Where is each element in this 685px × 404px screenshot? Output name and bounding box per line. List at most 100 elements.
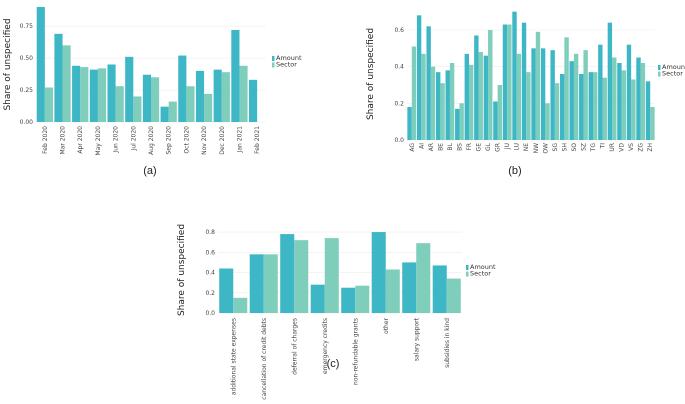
bar-sector-c (385, 269, 400, 313)
x-tick-label-b: VD (619, 143, 626, 152)
y-tick-label-c: 0.4 (205, 270, 215, 277)
legend-swatch-sector-b (658, 71, 661, 77)
bar-sector-b (583, 50, 588, 140)
x-tick-label-b: GE (476, 143, 483, 152)
bar-sector-b (593, 72, 598, 140)
bar-amount-b (550, 50, 555, 140)
legend-swatch-amount-c (466, 265, 469, 270)
bar-amount-c (432, 265, 447, 313)
y-tick-label-b: 0.0 (394, 137, 404, 144)
x-tick-label-c: emergency credits (322, 318, 329, 374)
x-tick-label-b: AG (409, 143, 416, 152)
y-tick-label-a: 0.75 (20, 23, 34, 30)
x-tick-label-b: TI (600, 143, 607, 150)
bar-sector-b (535, 31, 541, 140)
bar-sector-a (204, 93, 213, 122)
x-tick-label-a: Apr 2020 (77, 126, 84, 154)
bar-sector-a (62, 45, 71, 123)
panel-caption-b: (b) (508, 165, 521, 177)
bar-amount-c (402, 262, 417, 313)
x-tick-label-b: LU (514, 143, 521, 150)
y-tick-label-b: 0.6 (394, 27, 404, 34)
legend-label-amount-b: Amount (662, 63, 685, 71)
x-tick-label-b: GR (495, 143, 502, 152)
legend-label-sector-a: Sector (276, 61, 297, 69)
bar-sector-b (488, 30, 493, 140)
bar-amount-a (213, 69, 222, 122)
bar-amount-a (249, 79, 258, 122)
bar-sector-c (355, 285, 370, 313)
legend-swatch-sector-a (272, 62, 275, 68)
bar-sector-a (221, 72, 230, 122)
bar-sector-a (133, 96, 142, 122)
legend-swatch-sector-c (466, 271, 469, 277)
x-tick-label-a: Jul 2020 (130, 126, 137, 152)
bar-amount-a (36, 7, 45, 122)
x-tick-label-b: TG (590, 143, 597, 153)
bar-sector-a (186, 86, 195, 122)
x-tick-label-a: May 2020 (95, 126, 102, 156)
legend-label-sector-b: Sector (662, 70, 683, 78)
x-tick-label-b: NE (523, 143, 530, 151)
legend-swatch-amount-b (658, 65, 661, 70)
bar-sector-a (44, 87, 53, 122)
legend-swatch-amount-a (272, 56, 275, 61)
x-tick-label-c: deferral of charges (291, 318, 298, 375)
bar-sector-b (564, 37, 569, 141)
bar-sector-b (430, 66, 436, 140)
panel-c-chart: 0.0 0.2 0.4 0.6 0.8 Share of unspecified addit… (177, 224, 496, 400)
bar-amount-a (231, 30, 240, 122)
panel-b-chart: 0.0 0.2 0.4 0.6 Share of unspecified AG AI AR BE… (366, 11, 685, 177)
bar-sector-b (449, 63, 455, 140)
bar-amount-a (195, 70, 205, 122)
bar-amount-b (579, 74, 584, 140)
x-tick-label-a: Sep 2020 (166, 126, 173, 155)
bar-sector-a (168, 101, 177, 122)
bar-amount-a (142, 74, 151, 122)
bar-sector-a (239, 65, 248, 122)
x-tick-label-b: ZH (647, 143, 654, 152)
x-tick-label-b: SZ (580, 143, 587, 151)
bar-sector-b (545, 103, 550, 140)
x-tick-label-b: GL (485, 142, 492, 151)
y-tick-label-c: 0.8 (205, 229, 215, 236)
bar-amount-b (598, 44, 603, 140)
bar-amount-b (445, 70, 450, 140)
y-axis-label-a: Share of unspecified (3, 18, 13, 110)
bar-sector-b (621, 70, 627, 140)
bar-amount-b (569, 61, 574, 140)
bar-sector-a (97, 68, 107, 122)
x-tick-label-b: SH (561, 143, 568, 151)
bar-amount-b (455, 108, 460, 140)
x-tick-label-b: VS (628, 143, 635, 151)
bar-amount-b (636, 57, 641, 140)
bar-amount-b (540, 48, 546, 141)
bar-amount-a (89, 69, 98, 122)
x-tick-label-c: non-refundable grants (352, 318, 359, 385)
bar-sector-b (516, 53, 522, 141)
x-tick-label-b: BL (447, 142, 454, 150)
x-tick-label-b: BS (456, 143, 463, 151)
bar-amount-b (617, 63, 622, 140)
legend-label-amount-a: Amount (276, 54, 302, 62)
bar-amount-b (483, 55, 489, 140)
bar-sector-b (612, 57, 617, 140)
legend-label-sector-c: Sector (470, 270, 491, 278)
bar-amount-b (407, 107, 412, 140)
x-tick-label-c: subsidies in kind (444, 318, 451, 368)
bar-amount-b (645, 81, 651, 140)
bar-sector-c (233, 297, 248, 313)
bar-amount-c (219, 268, 234, 313)
bar-sector-a (115, 86, 124, 122)
x-tick-label-a: Jun 2020 (113, 126, 120, 154)
bar-sector-b (573, 53, 579, 141)
bar-amount-b (588, 72, 593, 140)
bar-sector-b (440, 83, 445, 140)
bar-amount-a (54, 33, 63, 123)
bar-sector-b (650, 107, 655, 140)
y-axis-label-b: Share of unspecified (366, 28, 376, 120)
x-tick-label-b: JU (504, 143, 511, 150)
bar-sector-c (416, 243, 431, 313)
bar-amount-b (416, 15, 422, 140)
